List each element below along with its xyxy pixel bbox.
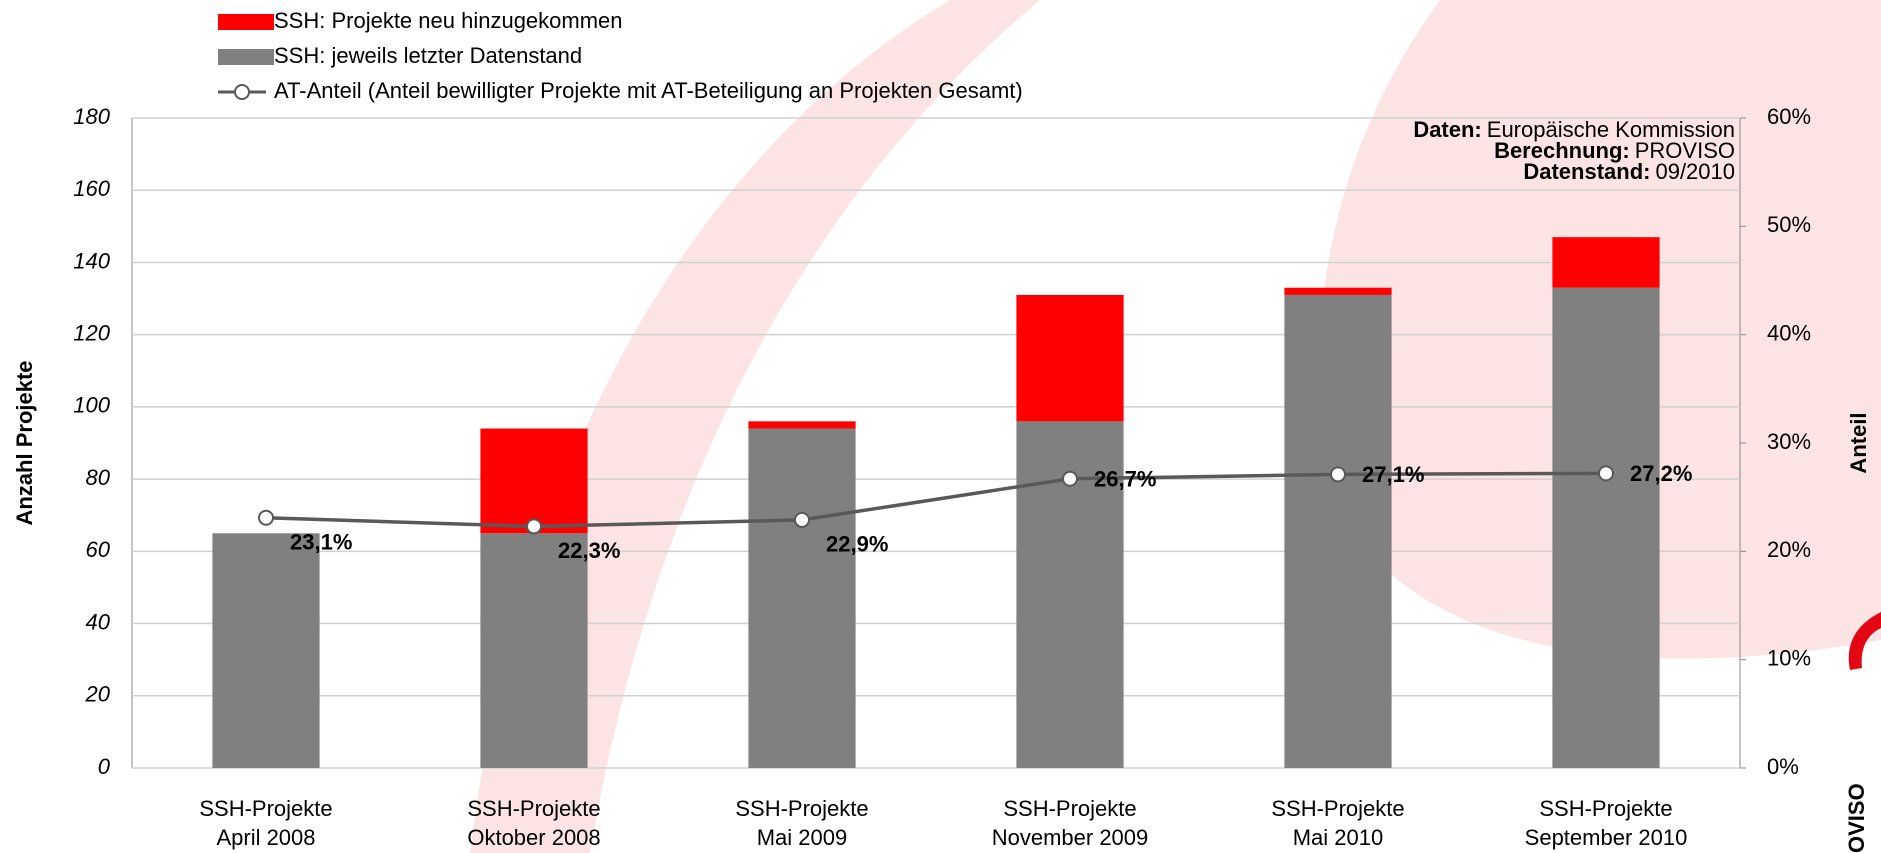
y2-axis-title: Anteil: [1846, 412, 1871, 473]
y2-tick-label: 40%: [1767, 320, 1811, 345]
y-tick-label: 120: [73, 320, 110, 345]
line-marker: [526, 518, 542, 535]
y-tick-label: 140: [73, 248, 110, 273]
data-label: 26,7%: [1094, 467, 1156, 492]
legend-marker: [234, 84, 250, 100]
legend-swatch: [218, 14, 274, 30]
data-label: 27,2%: [1630, 461, 1692, 486]
y2-tick-label: 10%: [1767, 645, 1811, 670]
x-tick-label: SSH-Projekte Mai 2009: [735, 796, 868, 850]
line-marker: [1598, 465, 1614, 482]
line-marker: [1062, 470, 1078, 487]
annotation-label: Datenstand:: [1523, 159, 1650, 184]
line: [265, 471, 1607, 529]
x-tick-label: SSH-Projekte Oktober 2008: [467, 796, 600, 850]
y-tick-label: 180: [73, 104, 110, 129]
y-tick-label: 80: [86, 465, 111, 490]
annotation: Berechnung: PROVISO: [1494, 138, 1735, 163]
y2-tick-label: 0%: [1767, 754, 1799, 779]
bar: [748, 421, 856, 429]
bar: [748, 428, 856, 768]
y-tick-label: 60: [86, 537, 111, 562]
background-swoosh: [470, 0, 1040, 853]
bar: [480, 428, 588, 534]
x-tick-label: SSH-Projekte April 2008: [199, 796, 332, 850]
legend-label: AT-Anteil (Anteil bewilligter Projekte m…: [274, 78, 1023, 103]
bar: [1552, 237, 1660, 288]
annotation-text: PROVISO: [1635, 138, 1735, 163]
data-label: 23,1%: [290, 530, 352, 555]
y2-tick-label: 60%: [1767, 104, 1811, 129]
bar: [1016, 294, 1124, 422]
line-marker: [1330, 466, 1346, 483]
annotation: Datenstand: 09/2010: [1523, 159, 1735, 184]
data-label: 22,3%: [558, 538, 620, 563]
line-marker: [258, 509, 274, 526]
line-marker: [794, 511, 810, 528]
bar: [1284, 287, 1392, 295]
y-tick-label: 0: [98, 754, 111, 779]
y-axis-title: Anzahl Projekte: [12, 360, 37, 525]
y-tick-label: 40: [86, 609, 111, 634]
logo: OVISO: [1844, 783, 1869, 853]
data-label: 27,1%: [1362, 462, 1424, 487]
annotation-text: Europäische Kommission: [1487, 117, 1735, 142]
y2-tick-label: 20%: [1767, 537, 1811, 562]
y-tick-label: 100: [73, 393, 110, 418]
annotation-text: 09/2010: [1655, 159, 1735, 184]
annotation-label: Berechnung:: [1494, 138, 1630, 163]
bar: [1284, 294, 1392, 768]
logo-swoosh: [1848, 612, 1881, 670]
y-tick-label: 20: [85, 682, 111, 707]
x-tick-label: SSH-Projekte Mai 2010: [1271, 796, 1404, 850]
annotation-label: Daten:: [1413, 117, 1481, 142]
data-label: 22,9%: [826, 532, 888, 557]
legend-swatch: [218, 49, 274, 65]
y-tick-label: 160: [73, 176, 110, 201]
bar: [480, 533, 588, 768]
bar: [212, 533, 320, 768]
x-tick-label: SSH-Projekte November 2009: [992, 796, 1149, 850]
bar: [1552, 287, 1660, 768]
annotation: Daten: Europäische Kommission: [1413, 117, 1735, 142]
legend-label: SSH: Projekte neu hinzugekommen: [274, 8, 623, 33]
legend-label: SSH: jeweils letzter Datenstand: [274, 43, 582, 68]
y2-tick-label: 30%: [1767, 429, 1811, 454]
x-tick-label: SSH-Projekte September 2010: [1525, 796, 1688, 850]
y2-tick-label: 50%: [1767, 212, 1811, 237]
